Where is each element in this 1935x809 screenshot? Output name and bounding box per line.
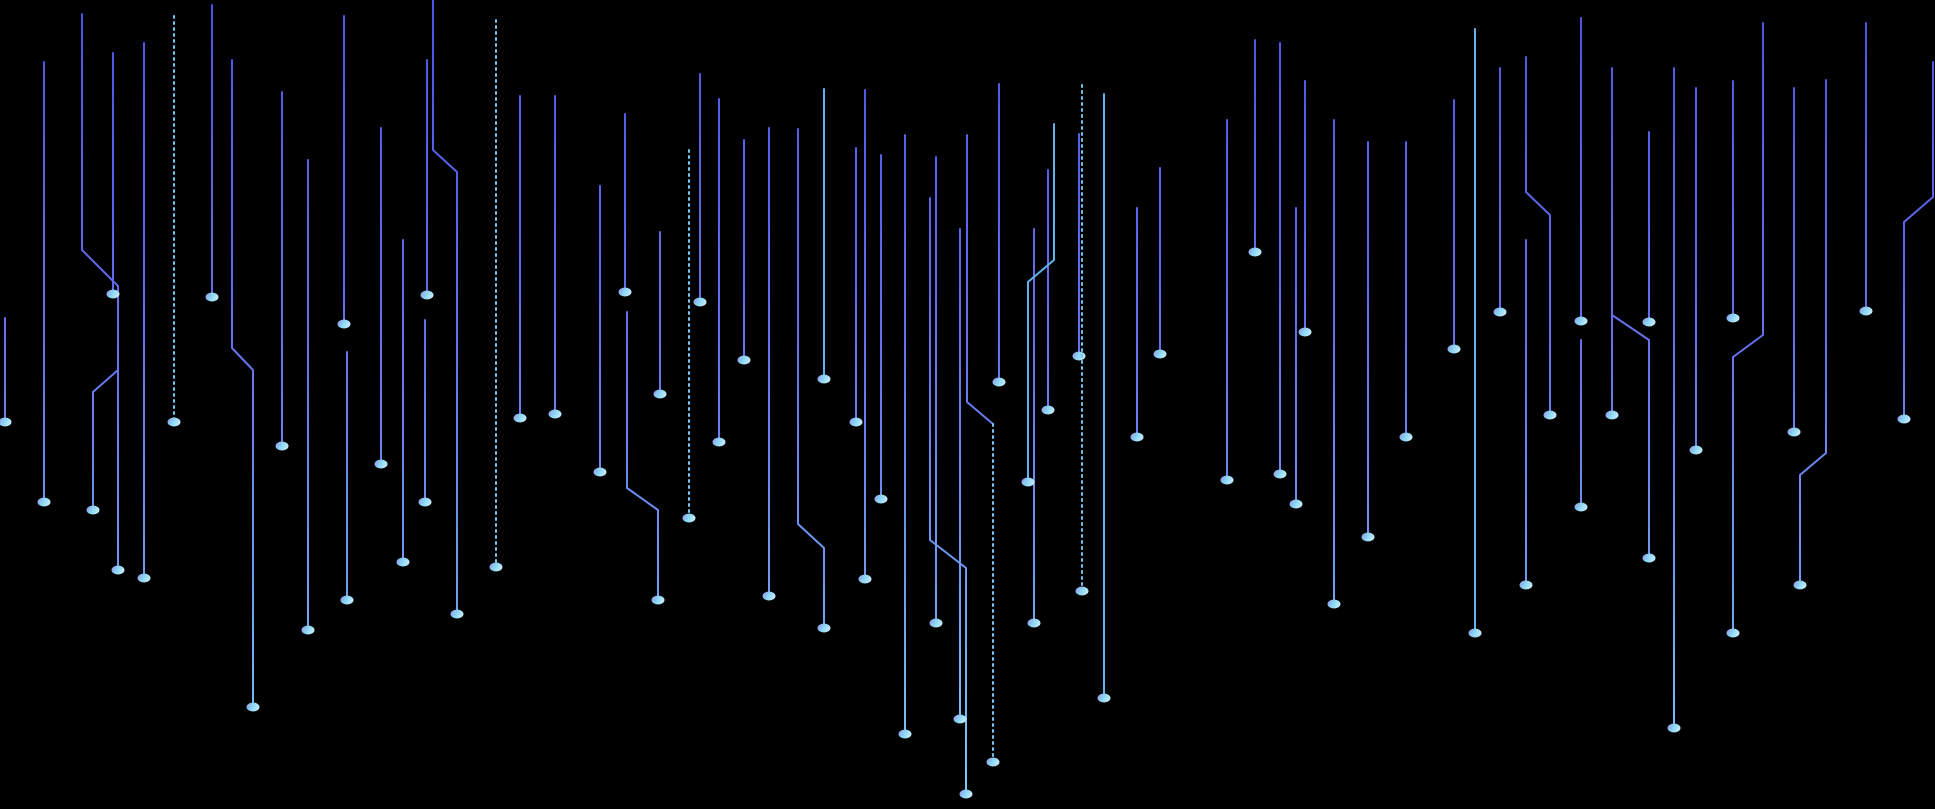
circuit-line bbox=[1525, 56, 1551, 414]
circuit-node-dot bbox=[953, 714, 967, 724]
circuit-node-dot bbox=[1642, 553, 1656, 563]
circuit-line bbox=[966, 134, 994, 425]
circuit-node-dot bbox=[1399, 432, 1413, 442]
circuit-node-dot bbox=[817, 374, 831, 384]
circuit-node-dot bbox=[898, 729, 912, 739]
circuit-node-dot bbox=[817, 623, 831, 633]
circuit-node-dot bbox=[205, 292, 219, 302]
circuit-node-dot bbox=[1021, 477, 1035, 487]
circuit-node-dot bbox=[1097, 693, 1111, 703]
circuit-node-dot bbox=[1689, 445, 1703, 455]
circuit-node-dot bbox=[1543, 410, 1557, 420]
circuit-node-dot bbox=[1153, 349, 1167, 359]
circuit-node-dot bbox=[1468, 628, 1482, 638]
circuit-node-dot bbox=[374, 459, 388, 469]
circuit-node-dot bbox=[1493, 307, 1507, 317]
circuit-line bbox=[92, 369, 119, 509]
circuit-node-dot bbox=[86, 505, 100, 515]
circuit-node-dot bbox=[858, 574, 872, 584]
circuit-line bbox=[432, 0, 458, 613]
circuit-node-dot bbox=[593, 467, 607, 477]
circuit-node-dot bbox=[337, 319, 351, 329]
circuit-node-dot bbox=[874, 494, 888, 504]
circuit-node-dot bbox=[513, 413, 527, 423]
circuit-node-dot bbox=[1130, 432, 1144, 442]
circuit-node-dot bbox=[737, 355, 751, 365]
circuit-line bbox=[1611, 314, 1650, 557]
circuit-line bbox=[1799, 79, 1827, 584]
circuit-node-dot bbox=[1859, 306, 1873, 316]
circuit-node-dot bbox=[1027, 618, 1041, 628]
circuit-node-dot bbox=[959, 789, 973, 799]
circuit-node-dot bbox=[1787, 427, 1801, 437]
circuit-node-dot bbox=[1361, 532, 1375, 542]
circuit-node-dot bbox=[1327, 599, 1341, 609]
circuit-node-dot bbox=[275, 441, 289, 451]
circuit-node-dot bbox=[1220, 475, 1234, 485]
circuit-node-dot bbox=[1726, 628, 1740, 638]
circuit-node-dot bbox=[682, 513, 696, 523]
circuit-node-dot bbox=[1519, 580, 1533, 590]
circuit-node-dot bbox=[1075, 586, 1089, 596]
circuit-node-dot bbox=[1041, 405, 1055, 415]
circuit-node-dot bbox=[1072, 351, 1086, 361]
circuit-node-dot bbox=[167, 417, 181, 427]
circuit-node-dot bbox=[396, 557, 410, 567]
circuit-node-dot bbox=[1726, 313, 1740, 323]
circuit-node-dot bbox=[301, 625, 315, 635]
circuit-node-dot bbox=[762, 591, 776, 601]
circuit-node-dot bbox=[0, 417, 12, 427]
circuit-node-dot bbox=[1447, 344, 1461, 354]
circuit-node-dot bbox=[1298, 327, 1312, 337]
circuit-node-dot bbox=[1273, 469, 1287, 479]
circuit-line bbox=[929, 197, 967, 793]
circuit-node-dot bbox=[651, 595, 665, 605]
circuit-node-dot bbox=[653, 389, 667, 399]
circuit-line bbox=[1903, 61, 1934, 418]
circuit-node-dot bbox=[1793, 580, 1807, 590]
circuit-line bbox=[626, 311, 659, 599]
circuit-node-dot bbox=[450, 609, 464, 619]
circuit-node-dot bbox=[246, 702, 260, 712]
circuit-line bbox=[1027, 123, 1055, 481]
circuit-line bbox=[797, 128, 825, 627]
circuit-node-dot bbox=[489, 562, 503, 572]
circuit-line bbox=[231, 59, 254, 706]
circuit-node-dot bbox=[618, 287, 632, 297]
circuit-node-dot bbox=[849, 417, 863, 427]
circuit-node-dot bbox=[992, 377, 1006, 387]
circuit-node-dot bbox=[1574, 316, 1588, 326]
circuit-node-dot bbox=[929, 618, 943, 628]
circuit-node-dot bbox=[693, 297, 707, 307]
circuit-node-dot bbox=[340, 595, 354, 605]
circuit-node-dot bbox=[418, 497, 432, 507]
circuit-node-dot bbox=[1642, 317, 1656, 327]
circuit-node-dot bbox=[137, 573, 151, 583]
circuit-node-dot bbox=[712, 437, 726, 447]
circuit-line bbox=[81, 13, 119, 569]
circuit-node-dot bbox=[1574, 502, 1588, 512]
circuit-node-dot bbox=[548, 409, 562, 419]
circuit-node-dot bbox=[106, 289, 120, 299]
circuit-node-dot bbox=[986, 757, 1000, 767]
circuit-node-dot bbox=[1667, 723, 1681, 733]
circuit-node-dot bbox=[37, 497, 51, 507]
circuit-node-dot bbox=[111, 565, 125, 575]
circuit-node-dot bbox=[1289, 499, 1303, 509]
circuit-line bbox=[1732, 22, 1764, 632]
circuit-node-dot bbox=[1605, 410, 1619, 420]
circuit-node-dot bbox=[1897, 414, 1911, 424]
circuit-node-dot bbox=[420, 290, 434, 300]
circuit-node-dot bbox=[1248, 247, 1262, 257]
